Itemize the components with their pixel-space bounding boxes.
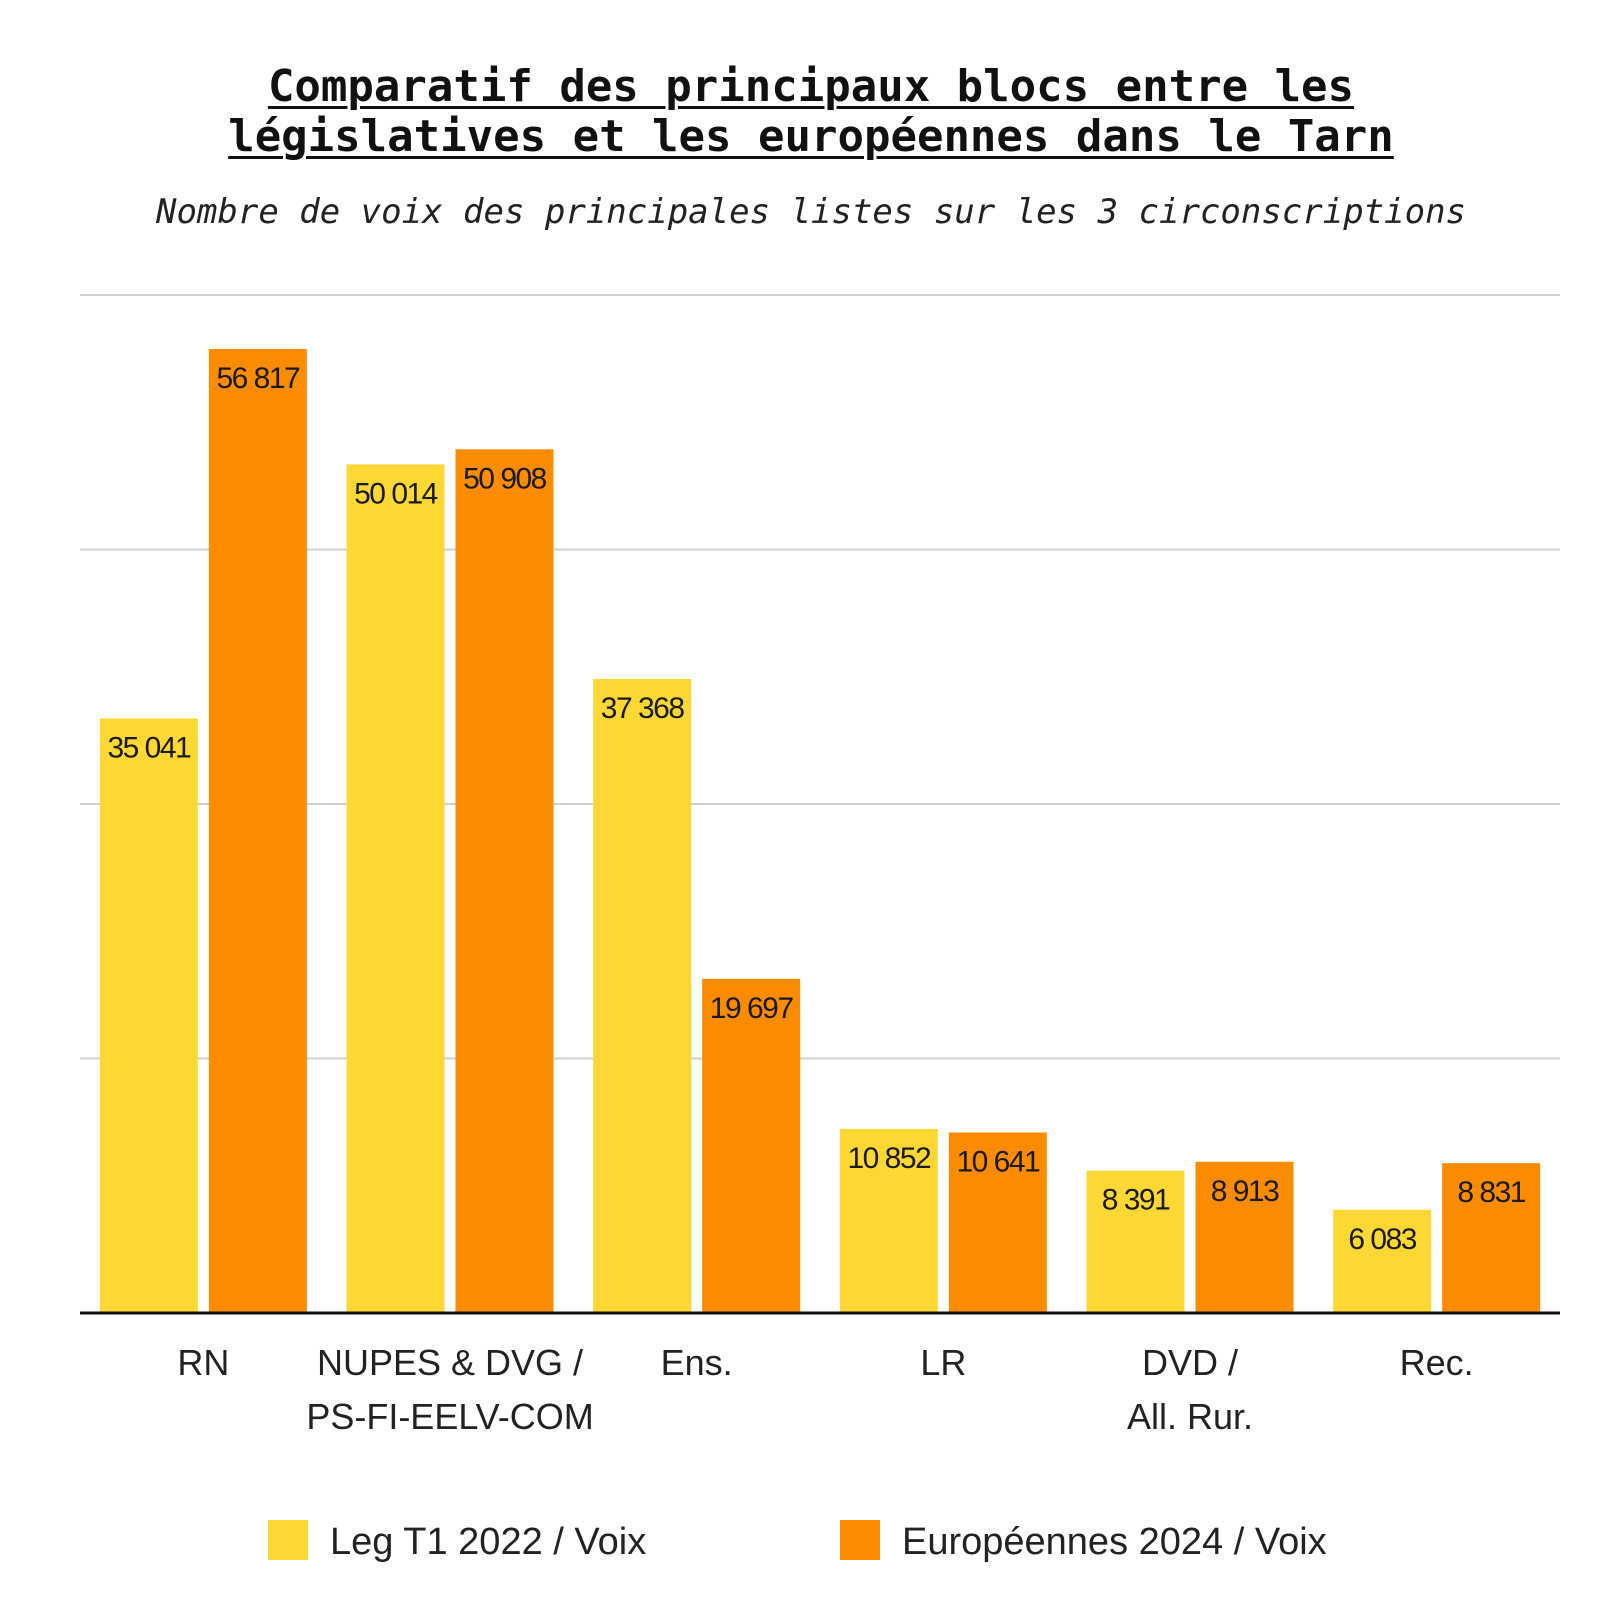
bar-value-label: 35 041 bbox=[107, 731, 191, 764]
category-label: RN bbox=[177, 1342, 229, 1383]
bar-value-label: 37 368 bbox=[601, 692, 685, 725]
legend-label: Européennes 2024 / Voix bbox=[902, 1521, 1327, 1563]
bar bbox=[1195, 1161, 1294, 1313]
bar bbox=[99, 718, 198, 1313]
bar bbox=[1333, 1209, 1432, 1313]
bar-value-label: 6 083 bbox=[1348, 1223, 1416, 1256]
bar-value-label: 8 913 bbox=[1211, 1175, 1279, 1208]
bar-value-label: 10 852 bbox=[847, 1142, 931, 1175]
bar-value-label: 50 908 bbox=[463, 462, 547, 495]
bar bbox=[1086, 1170, 1185, 1313]
bar-value-label: 8 391 bbox=[1102, 1184, 1170, 1217]
bar bbox=[948, 1132, 1047, 1313]
bar bbox=[455, 449, 554, 1313]
bars bbox=[99, 349, 1541, 1314]
chart-title: Comparatif des principaux blocs entre le… bbox=[228, 61, 1394, 162]
bar bbox=[346, 464, 445, 1313]
category-label: LR bbox=[920, 1342, 966, 1383]
bar bbox=[1442, 1163, 1541, 1313]
category-label: Rec. bbox=[1400, 1342, 1474, 1383]
legend-swatch bbox=[840, 1520, 880, 1560]
bar bbox=[702, 978, 801, 1313]
bar-value-labels: 35 041 56 817 50 014 50 908 37 368 19 697 10 8… bbox=[107, 362, 1527, 1256]
bar-value-label: 10 641 bbox=[956, 1145, 1040, 1178]
category-label: PS-FI-EELV-COM bbox=[306, 1396, 593, 1437]
bar-value-label: 8 831 bbox=[1457, 1176, 1525, 1209]
legend: Leg T1 2022 / Voix Européennes 2024 / Voi… bbox=[268, 1520, 1327, 1563]
bar bbox=[839, 1128, 938, 1313]
category-label: All. Rur. bbox=[1127, 1396, 1253, 1437]
bar-value-label: 50 014 bbox=[354, 477, 438, 510]
category-label: NUPES & DVG / bbox=[317, 1342, 583, 1383]
bar bbox=[593, 678, 692, 1313]
category-labels: RN NUPES & DVG / PS-FI-EELV-COM Ens. LR DVD /… bbox=[177, 1342, 1473, 1437]
category-label: DVD / bbox=[1142, 1342, 1238, 1383]
bar-value-label: 19 697 bbox=[710, 992, 794, 1025]
chart-subtitle: Nombre de voix des principales listes su… bbox=[155, 192, 1467, 232]
legend-label: Leg T1 2022 / Voix bbox=[330, 1521, 646, 1563]
bar bbox=[208, 349, 307, 1314]
gridlines bbox=[80, 294, 1560, 1060]
legend-swatch bbox=[268, 1520, 308, 1560]
bar-value-label: 56 817 bbox=[216, 362, 300, 395]
category-label: Ens. bbox=[661, 1342, 733, 1383]
